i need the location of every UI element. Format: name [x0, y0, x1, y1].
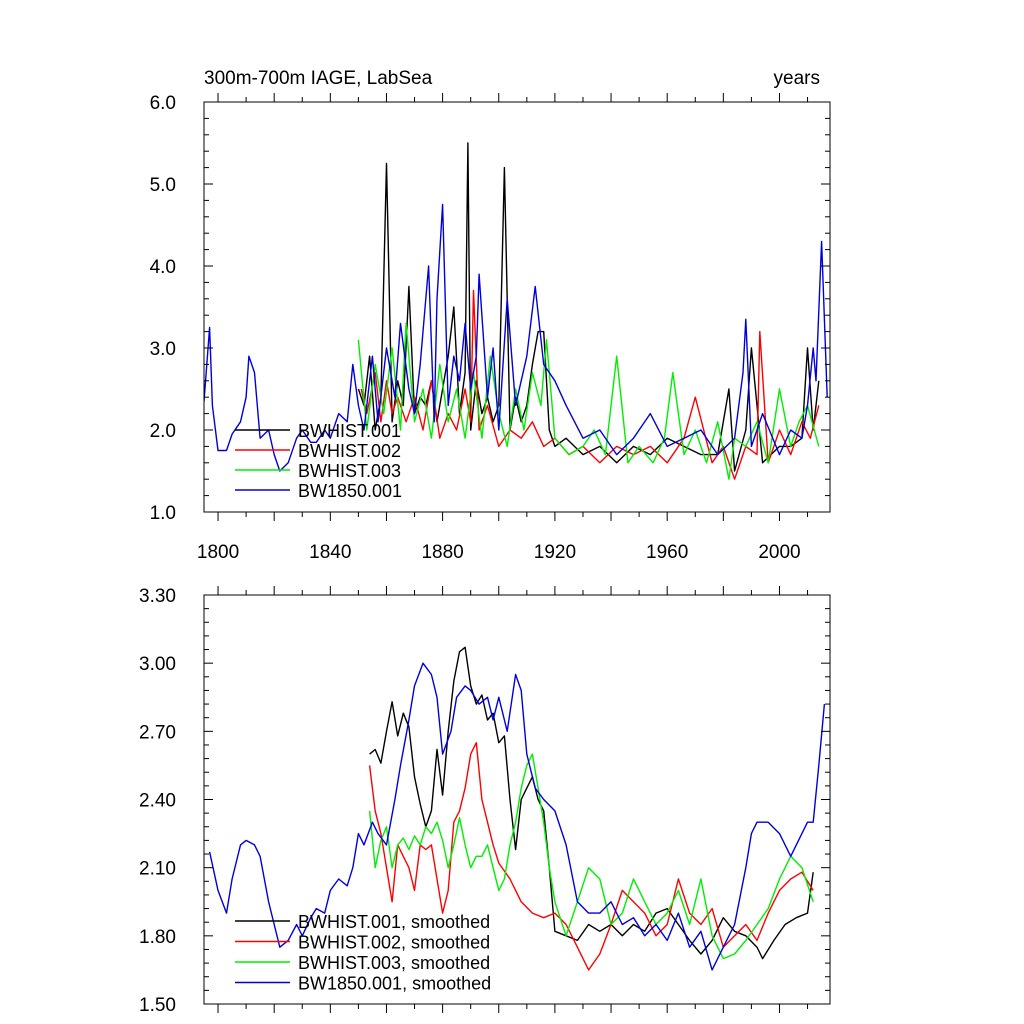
x-tick-label: 1800 [197, 542, 239, 563]
y-tick-label: 1.0 [150, 503, 176, 524]
y-tick-label: 3.0 [150, 339, 176, 360]
legend-label: BW1850.001 [298, 481, 402, 501]
legend-label: BW1850.001, smoothed [298, 974, 491, 994]
x-tick-label: 1840 [309, 542, 351, 563]
y-tick-label: 4.0 [150, 257, 176, 278]
y-tick-label: 3.00 [139, 654, 176, 675]
x-tick-label: 1920 [534, 542, 576, 563]
x-tick-label: 2000 [758, 542, 800, 563]
x-tick-label: 1960 [646, 542, 688, 563]
y-tick-label: 6.0 [150, 93, 176, 114]
y-tick-label: 5.0 [150, 175, 176, 196]
series-group [208, 646, 826, 971]
plot-frame [203, 101, 831, 513]
series-line-bwhist-001 [357, 142, 820, 472]
legend-label: BWHIST.003 [298, 461, 401, 481]
legend-label: BWHIST.002 [298, 441, 401, 461]
y-tick-label: 2.70 [139, 722, 176, 743]
x-tick-label: 1880 [421, 542, 463, 563]
y-tick-label: 1.80 [139, 927, 176, 948]
bottom-panel: 1.50 1.80 2.10 2.40 2.70 3.00 3.30 BWHIST.001, … [139, 586, 831, 1016]
legend-label: BWHIST.003, smoothed [298, 953, 490, 973]
y-tick-label: 1.50 [139, 995, 176, 1016]
series-line-bw1850-001-smoothed [208, 662, 826, 971]
series-group [204, 142, 828, 480]
y-tick-label: 3.30 [139, 586, 176, 607]
series-line-bwhist-003-smoothed [368, 753, 814, 960]
series-line-bwhist-002-smoothed [368, 742, 814, 971]
legend-label: BWHIST.002, smoothed [298, 933, 490, 953]
legend-label: BWHIST.001 [298, 421, 401, 441]
series-line-bw1850-001 [204, 203, 828, 472]
chart-title: 300m-700m IAGE, LabSea [204, 68, 433, 89]
y-tick-label: 2.40 [139, 791, 176, 812]
y-tick-label: 2.10 [139, 859, 176, 880]
y-tick-label: 2.0 [150, 421, 176, 442]
series-line-bwhist-002 [360, 289, 820, 480]
top-panel: 1.0 2.0 3.0 4.0 5.0 6.0 1800 1840 1880 1920 1960 20… [150, 68, 831, 563]
units-label: years [774, 68, 820, 89]
legend-label: BWHIST.001, smoothed [298, 912, 490, 932]
